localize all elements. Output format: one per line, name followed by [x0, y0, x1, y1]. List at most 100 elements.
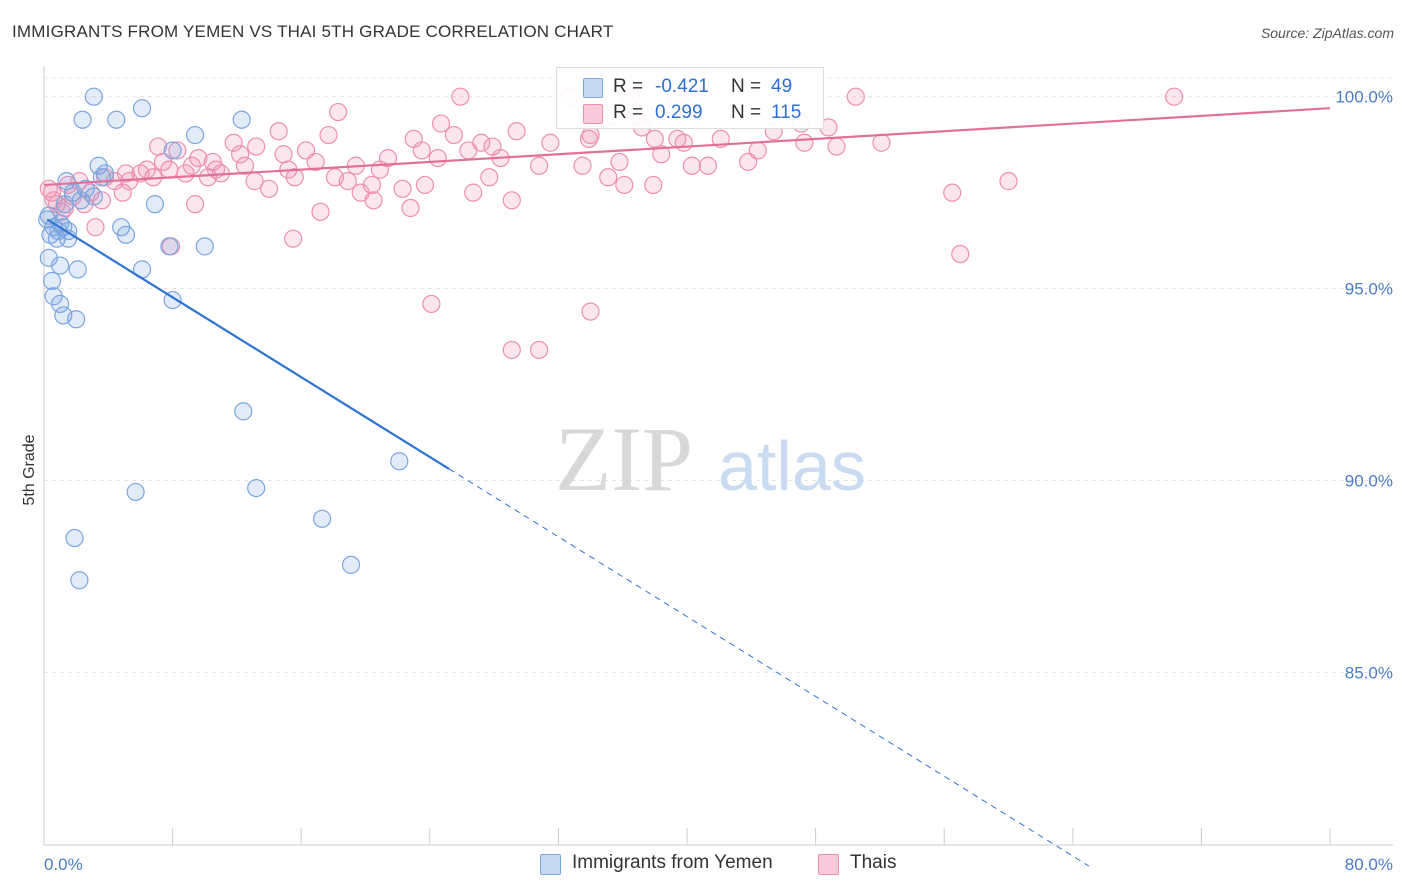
yemen-trend-extension	[448, 468, 1090, 867]
thai-point-74	[682, 156, 701, 175]
thai-point-35	[573, 156, 592, 175]
yemen-point-42	[341, 555, 361, 574]
correlation-legend: R = -0.421 N = 49 R = 0.299 N = 115	[556, 67, 824, 129]
thai-point-105	[579, 129, 599, 149]
thai-point-14	[711, 129, 730, 149]
x-tick-label-1: 80.0%	[1345, 855, 1393, 874]
legend-r-label: R =	[613, 76, 644, 97]
thai-point-10	[507, 122, 526, 141]
yemen-point-36	[390, 452, 409, 471]
yemen-point-45	[76, 179, 95, 198]
thai-point-70	[186, 195, 205, 214]
thai-point-94	[176, 164, 195, 183]
thai-point-114	[644, 175, 663, 195]
thai-point-5	[1164, 87, 1184, 106]
thai-point-72	[284, 229, 303, 248]
thai-point-81	[951, 244, 970, 264]
thai-point-6	[329, 102, 348, 122]
thai-point-55	[615, 175, 634, 195]
y-tick-label-2: 95.0%	[1345, 280, 1393, 299]
thai-point-101	[412, 141, 431, 160]
thai-point-54	[599, 168, 618, 187]
thai-point-34	[530, 156, 549, 175]
x-tick-labels: 0.0% 80.0%	[44, 855, 1393, 874]
watermark-atlas: atlas	[718, 427, 866, 505]
thai-point-59	[311, 202, 330, 221]
y-axis-label: 5th Grade	[21, 434, 38, 505]
yemen-point-48	[92, 168, 111, 187]
bottom-legend-swatch-yemen	[540, 854, 561, 875]
yemen-point-13	[145, 195, 165, 214]
watermark-zip: ZIP	[555, 408, 693, 510]
bottom-legend-label-yemen: Immigrants from Yemen	[572, 852, 773, 873]
thai-point-79	[999, 172, 1018, 191]
thai-point-17	[269, 122, 288, 141]
thai-point-60	[364, 191, 383, 210]
thai-point-63	[502, 191, 521, 210]
yemen-trend-line	[46, 218, 450, 470]
yemen-point-7	[57, 172, 76, 191]
yemen-point-1	[73, 110, 92, 129]
thai-point-82	[422, 294, 441, 314]
thai-point-27	[274, 145, 293, 164]
thai-point-22	[231, 145, 250, 164]
thai-trend-line	[43, 107, 1331, 187]
x-tick-label-0: 0.0%	[44, 855, 83, 874]
yemen-point-22	[116, 225, 136, 244]
yemen-point-0	[84, 87, 103, 106]
thai-point-113	[674, 133, 693, 152]
yemen-point-26	[50, 256, 70, 275]
thai-point-36	[610, 152, 629, 172]
thai-point-16	[319, 125, 338, 145]
thai-point-111	[827, 137, 846, 156]
trend-lines	[43, 107, 1331, 867]
thai-point-21	[224, 133, 243, 152]
yemen-point-33	[67, 310, 86, 329]
y-tick-label-1: 90.0%	[1345, 471, 1393, 490]
thai-point-71	[86, 218, 105, 237]
yemen-point-29	[42, 271, 62, 290]
legend-r-value-yemen: -0.421	[655, 76, 709, 97]
chart-title: IMMIGRANTS FROM YEMEN VS THAI 5TH GRADE …	[12, 22, 614, 41]
yemen-point-38	[247, 479, 266, 498]
yemen-point-41	[70, 571, 89, 590]
thai-point-61	[401, 198, 420, 218]
yemen-point-6	[163, 141, 182, 160]
thai-point-99	[338, 172, 357, 191]
legend-r-label: R =	[613, 102, 644, 123]
yemen-point-39	[312, 509, 332, 528]
thai-point-51	[393, 179, 412, 198]
legend-swatch-yemen	[583, 78, 603, 98]
thai-point-92	[131, 164, 150, 183]
y-tick-label-0: 85.0%	[1345, 663, 1393, 682]
thai-point-62	[464, 183, 483, 202]
thai-point-15	[795, 133, 814, 152]
thai-point-103	[483, 137, 502, 156]
yemen-point-37	[126, 482, 145, 502]
thai-point-23	[168, 141, 187, 160]
thai-point-83	[581, 302, 600, 321]
y-tick-label-3: 100.0%	[1335, 88, 1393, 107]
yemen-points	[38, 87, 409, 590]
thai-point-75	[652, 145, 671, 164]
thai-point-102	[444, 125, 464, 145]
legend-swatch-thais	[583, 104, 603, 124]
yemen-point-3	[132, 99, 152, 118]
thai-point-0	[451, 87, 470, 106]
thai-point-104	[541, 133, 560, 152]
yemen-point-27	[68, 260, 87, 279]
yemen-point-23	[160, 237, 179, 256]
yemen-point-40	[65, 528, 84, 548]
yemen-point-2	[107, 110, 126, 129]
yemen-point-31	[50, 294, 70, 314]
thai-point-53	[480, 168, 499, 187]
thai-point-85	[530, 340, 549, 360]
thai-point-84	[502, 340, 521, 360]
thai-point-96	[235, 156, 255, 175]
thai-point-31	[428, 148, 447, 168]
yemen-point-47	[39, 206, 58, 225]
source-label: Source: ZipAtlas.com	[1260, 25, 1394, 41]
bottom-legend-swatch-thais	[818, 854, 839, 875]
thai-point-67	[113, 183, 132, 202]
